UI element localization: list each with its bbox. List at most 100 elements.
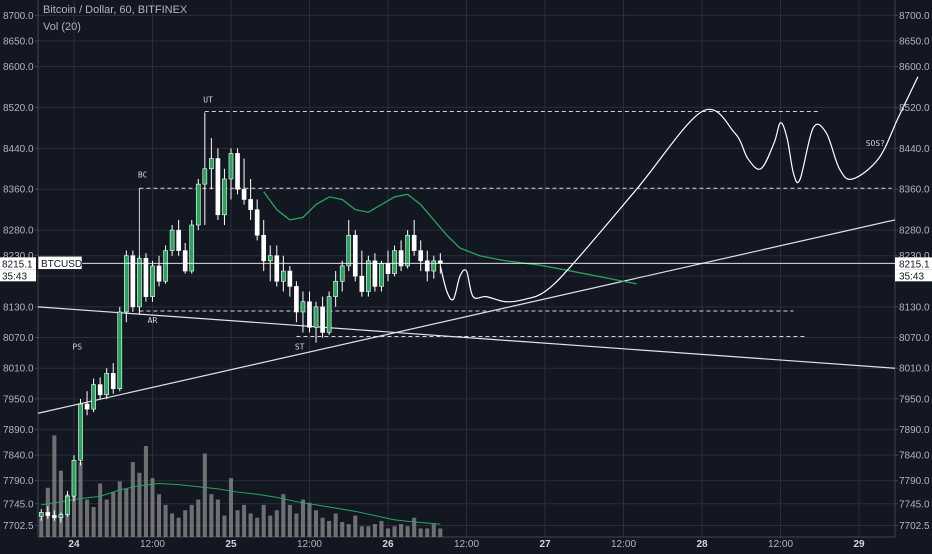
volume-bar — [314, 510, 319, 537]
volume-bar — [130, 462, 135, 537]
volume-bar — [91, 507, 96, 537]
candle-up — [104, 373, 110, 396]
right-price-tag-value: 8215.1 — [899, 259, 930, 270]
candle-down — [241, 188, 247, 200]
y-tick-label-left: 8230.0 — [3, 251, 34, 262]
candle-down — [182, 250, 188, 272]
candle-up — [117, 311, 123, 389]
candle-up — [313, 306, 319, 328]
projection-line — [439, 76, 919, 303]
volume-bar — [235, 510, 240, 537]
candle-down — [254, 209, 260, 236]
volume-bar — [431, 524, 436, 537]
volume-title: Vol (20) — [43, 21, 81, 33]
volume-bar — [58, 470, 63, 537]
annotation-sos: SOS? — [866, 139, 885, 148]
volume-bar — [52, 435, 57, 537]
candle-up — [137, 257, 142, 308]
candle-down — [352, 234, 358, 277]
left-price-tag-value: 8215.1 — [2, 259, 33, 270]
volume-bar — [333, 513, 338, 537]
volume-bar — [307, 502, 312, 537]
volume-bar — [228, 478, 234, 537]
candle-up — [366, 260, 371, 292]
candle-up — [163, 250, 168, 282]
y-tick-label-left: 7790.0 — [3, 476, 34, 487]
candle-up — [189, 224, 195, 272]
candle-up — [405, 234, 410, 267]
volume-bar — [405, 526, 410, 537]
candle-down — [320, 306, 325, 333]
candle-up — [339, 265, 345, 282]
volume-bar — [222, 515, 227, 537]
y-tick-label-right: 8010.0 — [899, 364, 930, 375]
volume-bar — [418, 528, 423, 537]
volume-bar — [392, 526, 397, 537]
annotation-ps: PS — [72, 342, 82, 351]
candle-down — [45, 512, 51, 516]
candle-down — [52, 515, 57, 518]
volume-bar — [287, 504, 292, 537]
x-tick-label: 12:00 — [611, 539, 636, 550]
volume-bar — [143, 446, 148, 537]
volume-bar — [163, 504, 168, 537]
x-tick-label: 12:00 — [140, 539, 165, 550]
volume-bar — [209, 494, 214, 537]
volume-bar — [353, 515, 358, 537]
candle-up — [379, 263, 384, 287]
horizontal-levels — [138, 110, 892, 338]
candle-up — [150, 265, 155, 297]
x-tick-label: 27 — [539, 539, 551, 550]
right-countdown-value: 35:43 — [899, 271, 924, 282]
candle-down — [411, 234, 417, 251]
y-tick-label-left: 8520.0 — [3, 103, 34, 114]
x-tick-label: 12:00 — [297, 539, 322, 550]
symbol-tag-label: BTCUSD — [41, 259, 82, 270]
candle-down — [110, 373, 116, 389]
candle-up — [65, 495, 70, 515]
candle-up — [209, 158, 214, 170]
candle-down — [287, 270, 293, 287]
volume-bar — [425, 528, 430, 537]
y-tick-label-left: 7745.0 — [3, 499, 34, 510]
volume-bar — [366, 526, 371, 537]
volume-bar — [261, 504, 266, 537]
y-tick-label-right: 8070.0 — [899, 333, 930, 344]
y-tick-label-right: 7890.0 — [899, 425, 930, 436]
candle-down — [359, 275, 365, 292]
volume-bar — [294, 513, 299, 537]
candle-up — [71, 459, 77, 497]
y-tick-label-right: 8130.0 — [899, 302, 930, 313]
candle-up — [267, 255, 273, 262]
volume-ma — [41, 482, 441, 525]
candle-down — [398, 250, 404, 267]
volume-bar — [242, 504, 247, 537]
symbol-title: Bitcoin / Dollar, 60, BITFINEX — [43, 4, 188, 16]
candle-down — [261, 234, 267, 262]
y-tick-label-right: 7950.0 — [899, 394, 930, 405]
y-tick-label-right: 7840.0 — [899, 451, 930, 462]
candle-down — [274, 255, 280, 282]
candle-up — [346, 234, 352, 267]
volume-bar — [274, 510, 279, 537]
volume-bar — [255, 517, 260, 537]
candle-up — [78, 403, 83, 461]
x-tick-label: 29 — [853, 539, 865, 550]
candle-down — [307, 301, 312, 328]
volume-bar — [117, 481, 122, 537]
y-tick-label-right: 7745.0 — [899, 499, 930, 510]
x-axis: 24 12:00 25 12:00 26 12:00 27 12:00 28 12:00 29 — [68, 539, 865, 550]
y-tick-label-left: 8700.0 — [3, 11, 34, 22]
volume-bar — [196, 499, 201, 537]
annotation-bc: BC — [138, 170, 148, 179]
x-tick-label: 24 — [68, 539, 80, 550]
volume-bar — [281, 494, 286, 537]
candle-down — [143, 257, 149, 297]
volume-bar — [202, 453, 207, 537]
trendlines — [37, 219, 896, 414]
y-tick-label-left: 8650.0 — [3, 36, 34, 47]
x-tick-label: 12:00 — [454, 539, 479, 550]
